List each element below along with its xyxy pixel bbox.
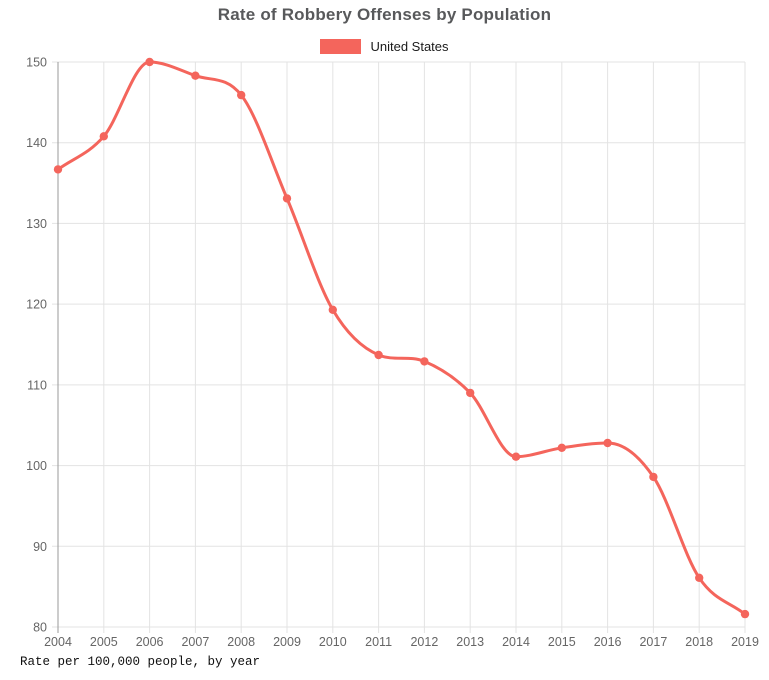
- y-tick-label: 150: [26, 56, 47, 70]
- x-tick-label: 2015: [548, 635, 576, 649]
- data-point[interactable]: [99, 132, 109, 141]
- data-point[interactable]: [145, 57, 154, 67]
- data-point[interactable]: [649, 472, 658, 482]
- x-tick-label: 2013: [456, 635, 484, 649]
- data-point[interactable]: [695, 573, 704, 582]
- y-tick-label: 100: [26, 459, 47, 473]
- y-tick-label: 110: [27, 378, 47, 392]
- x-tick-label: 2017: [639, 635, 667, 649]
- x-tick-label: 2011: [365, 635, 392, 649]
- y-tick-label: 130: [26, 217, 47, 231]
- x-tick-label: 2004: [44, 635, 72, 649]
- y-tick-label: 120: [26, 298, 47, 312]
- data-point[interactable]: [740, 609, 750, 619]
- data-point[interactable]: [511, 452, 521, 461]
- x-tick-label: 2019: [731, 635, 759, 649]
- data-point[interactable]: [328, 305, 337, 314]
- chart-footnote: Rate per 100,000 people, by year: [20, 655, 261, 669]
- data-point[interactable]: [557, 443, 566, 452]
- y-tick-label: 80: [33, 621, 47, 635]
- data-point[interactable]: [420, 357, 429, 366]
- data-point[interactable]: [282, 194, 292, 203]
- x-tick-label: 2006: [136, 635, 164, 649]
- y-tick-label: 140: [26, 136, 47, 150]
- x-tick-label: 2014: [502, 635, 530, 649]
- x-tick-label: 2018: [685, 635, 713, 649]
- data-point[interactable]: [603, 438, 612, 448]
- x-tick-label: 2008: [227, 635, 255, 649]
- data-point[interactable]: [466, 388, 475, 398]
- x-tick-label: 2005: [90, 635, 118, 649]
- data-point[interactable]: [53, 165, 63, 174]
- x-tick-label: 2010: [319, 635, 347, 649]
- x-tick-label: 2012: [410, 635, 438, 649]
- series-line: [56, 60, 747, 616]
- chart-title: Rate of Robbery Offenses by Population: [217, 5, 552, 24]
- x-tick-label: 2007: [181, 635, 209, 649]
- data-point[interactable]: [374, 350, 383, 360]
- x-tick-label: 2016: [594, 635, 622, 649]
- data-point[interactable]: [237, 90, 246, 100]
- legend[interactable]: United States: [0, 39, 769, 54]
- x-tick-label: 2009: [273, 635, 301, 649]
- legend-swatch: [320, 39, 362, 54]
- y-tick-label: 90: [33, 540, 47, 554]
- data-point[interactable]: [191, 71, 200, 80]
- legend-label: United States: [370, 39, 449, 54]
